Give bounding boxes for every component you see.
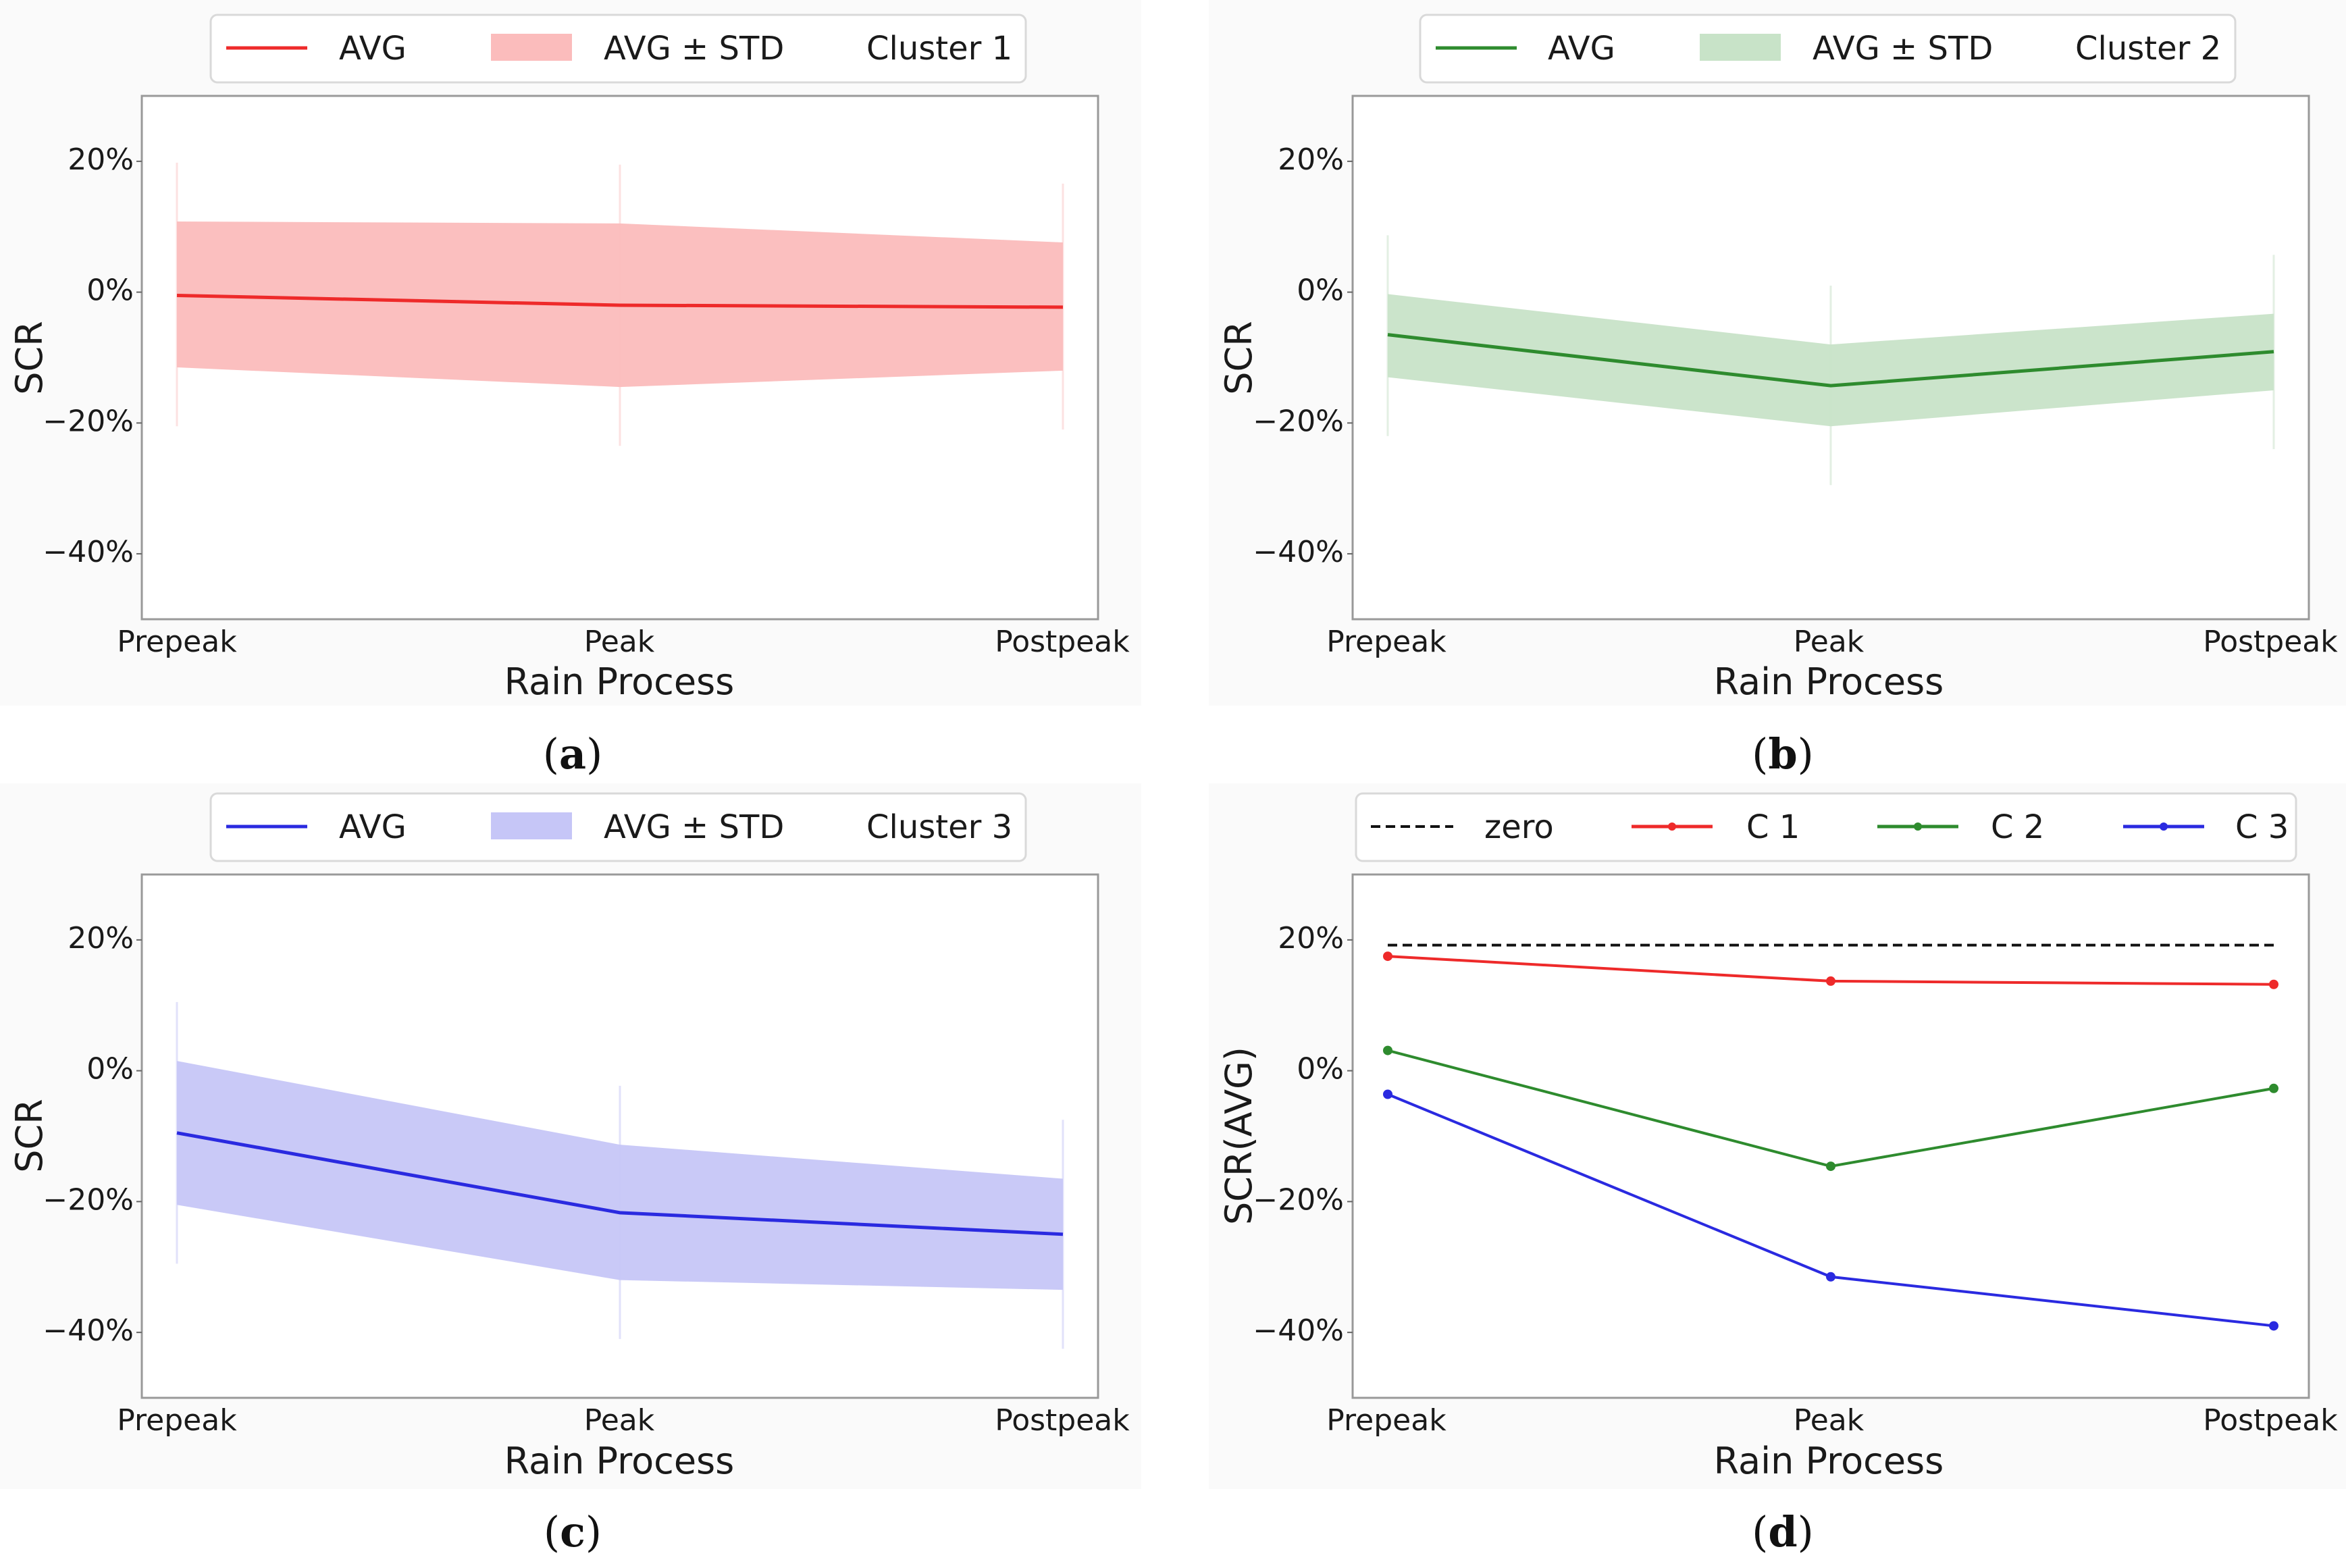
y-tick-label-neg20: −20%	[43, 404, 134, 438]
panel-caption: (d)	[1752, 1507, 1814, 1557]
legend-label-avg: AVG	[1548, 30, 1615, 68]
y-tick-label-neg40: −40%	[1253, 535, 1344, 569]
panel-caption-letter: a	[559, 729, 586, 779]
panel-a: 20% 0% −20% −40% Prepeak Peak Postpeak R…	[0, 0, 1141, 779]
legend-label-band: AVG ± STD	[604, 808, 784, 846]
legend-label-c2: C 2	[1991, 808, 2044, 846]
chart-marks	[1347, 939, 2278, 1334]
legend-label-avg: AVG	[339, 30, 407, 68]
data-point-c3	[2269, 1321, 2278, 1331]
legend-label-c1: C 1	[1746, 808, 1800, 846]
avg-line	[176, 293, 1064, 309]
legend-title: Cluster 3	[866, 808, 1012, 846]
x-tick-label-prepeak: Prepeak	[117, 625, 237, 659]
x-tick-label-peak: Peak	[584, 625, 655, 659]
legend-label-band: AVG ± STD	[604, 30, 784, 68]
panel-b: 20% 0% −20% −40% Prepeak Peak Postpeak R…	[1209, 0, 2346, 779]
plot-area	[1351, 873, 2310, 1399]
x-tick-label-prepeak: Prepeak	[117, 1403, 237, 1438]
y-tick-label-neg20: −20%	[1253, 404, 1344, 438]
x-tick-label-peak: Peak	[1794, 1403, 1865, 1438]
data-point-c2	[1826, 1161, 1835, 1172]
legend-label-band: AVG ± STD	[1813, 30, 1993, 68]
x-axis-label: Rain Process	[1714, 1440, 1944, 1482]
y-axis-label: SCR	[8, 1099, 51, 1173]
legend-label-c3: C 3	[2235, 808, 2289, 846]
panel-caption: (b)	[1752, 729, 1814, 779]
legend-band-swatch	[491, 34, 572, 61]
y-tick-label-0: 0%	[86, 273, 134, 308]
y-tick-label-20: 20%	[1278, 921, 1344, 956]
x-tick-label-postpeak: Postpeak	[2203, 1403, 2338, 1438]
legend: AVG AVG ± STD Cluster 2	[1419, 14, 2237, 84]
chart-marks	[1347, 160, 2275, 555]
avg-line	[176, 1131, 1064, 1236]
legend: AVG AVG ± STD Cluster 3	[209, 792, 1027, 862]
legend-c2-marker	[1914, 822, 1922, 831]
y-tick-label-0: 0%	[86, 1052, 134, 1087]
data-point-c1	[2269, 979, 2278, 989]
data-point-c3	[1383, 1089, 1392, 1099]
legend: AVG AVG ± STD Cluster 1	[209, 14, 1027, 84]
y-tick-label-20: 20%	[68, 142, 134, 177]
legend-label-avg: AVG	[339, 808, 407, 846]
x-tick-label-peak: Peak	[584, 1403, 655, 1438]
x-axis-label: Rain Process	[504, 1440, 735, 1482]
x-axis-label: Rain Process	[504, 660, 735, 703]
y-tick-label-20: 20%	[1278, 142, 1344, 177]
panel-c: 20% 0% −20% −40% Prepeak Peak Postpeak R…	[0, 783, 1141, 1557]
x-tick-label-peak: Peak	[1794, 625, 1865, 659]
panel-caption-letter: c	[560, 1507, 585, 1557]
x-tick-label-prepeak: Prepeak	[1326, 1403, 1446, 1438]
y-tick-label-0: 0%	[1297, 1052, 1344, 1087]
y-tick-label-neg40: −40%	[43, 1313, 134, 1348]
y-axis-label: SCR	[8, 321, 51, 395]
panel-caption-letter: d	[1768, 1507, 1797, 1557]
std-band	[177, 1061, 1063, 1290]
legend-band-swatch	[491, 812, 572, 839]
y-axis-label: SCR(AVG)	[1218, 1047, 1260, 1225]
y-tick-label-neg20: −20%	[1253, 1182, 1344, 1217]
x-tick-label-postpeak: Postpeak	[995, 625, 1130, 659]
panel-caption: (c)	[544, 1507, 602, 1557]
y-tick-label-neg40: −40%	[1253, 1313, 1344, 1348]
legend-title: Cluster 1	[866, 30, 1012, 68]
legend-label-zero: zero	[1484, 808, 1554, 846]
chart-marks	[136, 939, 1064, 1349]
panel-d: 20% 0% −20% −40% Prepeak Peak Postpeak R…	[1209, 783, 2346, 1557]
data-point-c2	[2269, 1083, 2278, 1093]
legend: zero C 1 C 2 C 3	[1355, 792, 2297, 862]
legend-title: Cluster 2	[2075, 30, 2221, 68]
legend-c1-marker	[1668, 822, 1676, 831]
y-axis-label: SCR	[1218, 321, 1260, 395]
data-point-c2	[1383, 1045, 1392, 1055]
y-tick-label-neg40: −40%	[43, 535, 134, 569]
chart-marks	[136, 160, 1064, 555]
panel-caption: (a)	[543, 729, 603, 779]
data-point-c1	[1383, 951, 1392, 962]
x-axis-label: Rain Process	[1714, 660, 1944, 703]
legend-c3-marker	[2160, 822, 2168, 831]
legend-band-swatch	[1700, 34, 1781, 61]
panel-caption-letter: b	[1768, 729, 1797, 779]
data-point-c3	[1826, 1272, 1835, 1282]
x-tick-label-postpeak: Postpeak	[995, 1403, 1130, 1438]
avg-line	[1387, 333, 2274, 388]
y-tick-label-20: 20%	[68, 921, 134, 956]
std-band	[1388, 294, 2274, 427]
x-tick-label-postpeak: Postpeak	[2203, 625, 2338, 659]
y-tick-label-0: 0%	[1297, 273, 1344, 308]
x-tick-label-prepeak: Prepeak	[1326, 625, 1446, 659]
y-tick-label-neg20: −20%	[43, 1182, 134, 1217]
data-point-c1	[1826, 976, 1835, 986]
